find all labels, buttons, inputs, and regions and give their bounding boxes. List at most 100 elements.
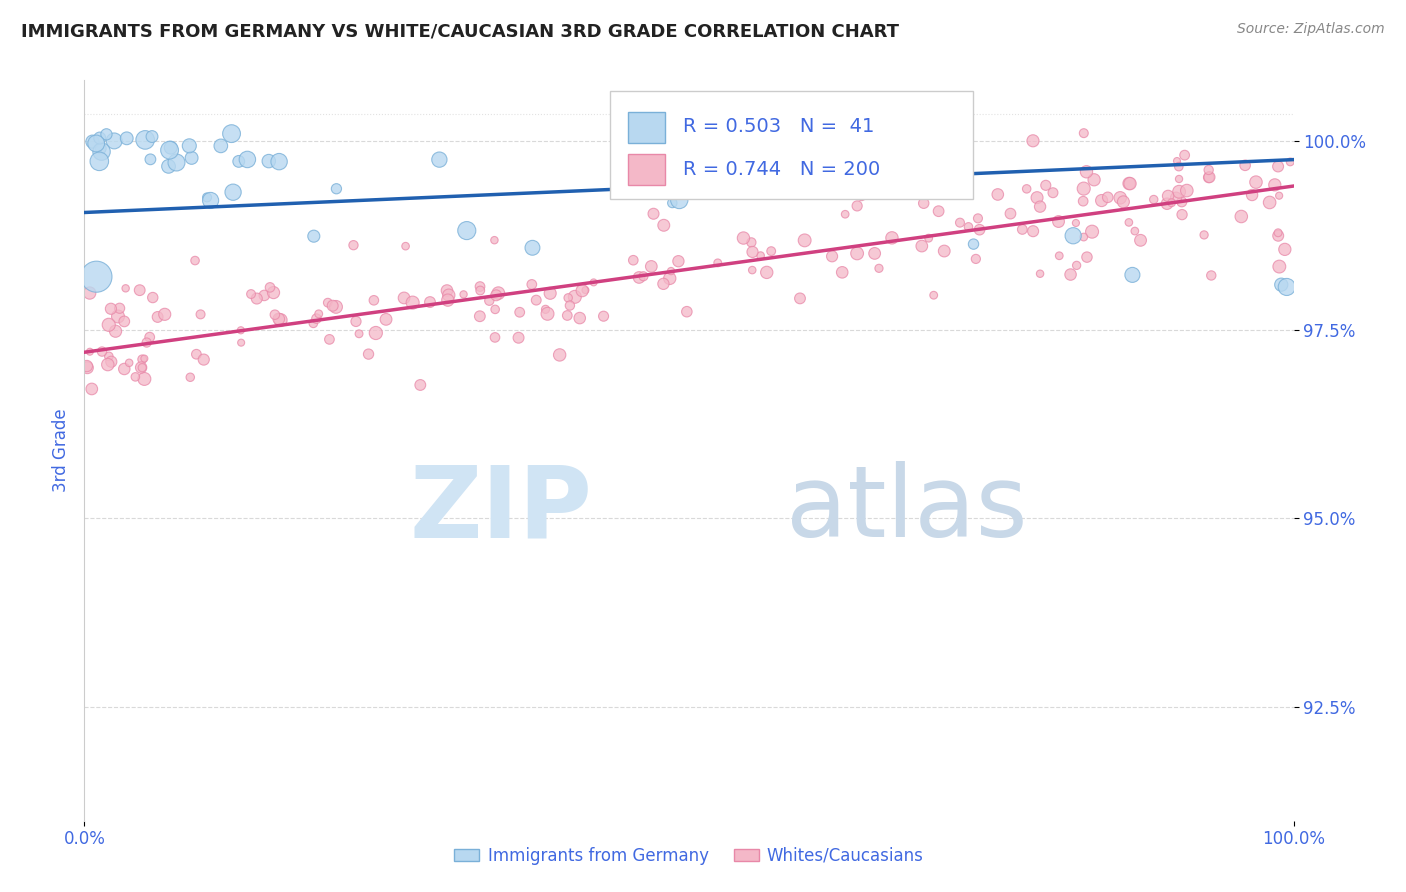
Point	[1119, 177, 1142, 191]
Point	[200, 194, 222, 208]
Point	[846, 199, 869, 213]
Point	[263, 285, 285, 300]
Point	[962, 237, 984, 252]
Point	[104, 324, 127, 338]
Point	[1073, 181, 1095, 195]
Text: atlas: atlas	[786, 461, 1028, 558]
Point	[246, 292, 269, 306]
Point	[184, 253, 207, 268]
Point	[134, 372, 156, 386]
Point	[522, 241, 544, 255]
Point	[437, 288, 460, 302]
Point	[957, 219, 980, 234]
Point	[1279, 155, 1302, 169]
Point	[1241, 188, 1264, 202]
Point	[118, 356, 141, 370]
Y-axis label: 3rd Grade: 3rd Grade	[52, 409, 70, 492]
Point	[1109, 191, 1132, 205]
Point	[922, 288, 945, 302]
Point	[221, 127, 243, 141]
Point	[834, 207, 856, 221]
Point	[1192, 227, 1215, 242]
Point	[357, 347, 380, 361]
Point	[917, 231, 939, 245]
Point	[103, 134, 125, 148]
Point	[437, 293, 460, 307]
Point	[555, 309, 578, 323]
Point	[409, 378, 432, 392]
Point	[582, 276, 605, 290]
Point	[135, 335, 157, 350]
Point	[740, 235, 762, 250]
Point	[190, 307, 212, 321]
Point	[1268, 188, 1291, 202]
Point	[571, 284, 593, 298]
Point	[837, 182, 859, 196]
Point	[524, 293, 547, 307]
Point	[1168, 185, 1191, 199]
Point	[1076, 165, 1098, 179]
Point	[1174, 148, 1197, 162]
Point	[1166, 153, 1188, 168]
Point	[534, 302, 557, 317]
Point	[141, 129, 163, 144]
Point	[347, 326, 370, 341]
Point	[668, 193, 690, 207]
Point	[134, 351, 156, 366]
Point	[1091, 194, 1114, 208]
Point	[912, 196, 935, 211]
Point	[138, 330, 160, 344]
Point	[108, 301, 131, 316]
Point	[131, 360, 153, 375]
Point	[259, 280, 281, 294]
Point	[1029, 200, 1052, 214]
Point	[392, 291, 415, 305]
Point	[633, 269, 655, 284]
Point	[131, 352, 153, 367]
Point	[676, 304, 699, 318]
Point	[949, 216, 972, 230]
Point	[1071, 194, 1094, 209]
Point	[749, 249, 772, 263]
Point	[1198, 170, 1220, 185]
Point	[640, 260, 662, 274]
Point	[733, 231, 755, 245]
Point	[231, 335, 253, 350]
Point	[1118, 215, 1140, 229]
Point	[97, 318, 120, 332]
Point	[134, 133, 156, 147]
Point	[1160, 195, 1182, 210]
Point	[470, 284, 492, 298]
Point	[1268, 260, 1291, 274]
Point	[325, 182, 347, 196]
Point	[76, 359, 98, 373]
Text: R = 0.744   N = 200: R = 0.744 N = 200	[683, 160, 880, 178]
Point	[1244, 175, 1267, 189]
Point	[1064, 216, 1087, 230]
Point	[1081, 225, 1104, 239]
Point	[1035, 178, 1057, 193]
Point	[821, 249, 844, 263]
Point	[831, 265, 853, 279]
Point	[1047, 214, 1070, 228]
Point	[706, 256, 728, 270]
Point	[142, 291, 165, 305]
Point	[270, 313, 292, 327]
Point	[180, 151, 202, 165]
Point	[97, 358, 120, 372]
Point	[302, 229, 325, 244]
Point	[863, 246, 886, 260]
Point	[1201, 268, 1223, 283]
Point	[851, 189, 873, 203]
Point	[195, 190, 218, 204]
Point	[1059, 268, 1081, 282]
Bar	[628, 154, 665, 186]
Bar	[628, 112, 665, 144]
Point	[1267, 160, 1289, 174]
Point	[520, 277, 543, 292]
Point	[987, 187, 1010, 202]
Point	[112, 362, 135, 376]
Point	[79, 286, 101, 301]
Point	[846, 246, 869, 260]
Point	[89, 154, 111, 169]
